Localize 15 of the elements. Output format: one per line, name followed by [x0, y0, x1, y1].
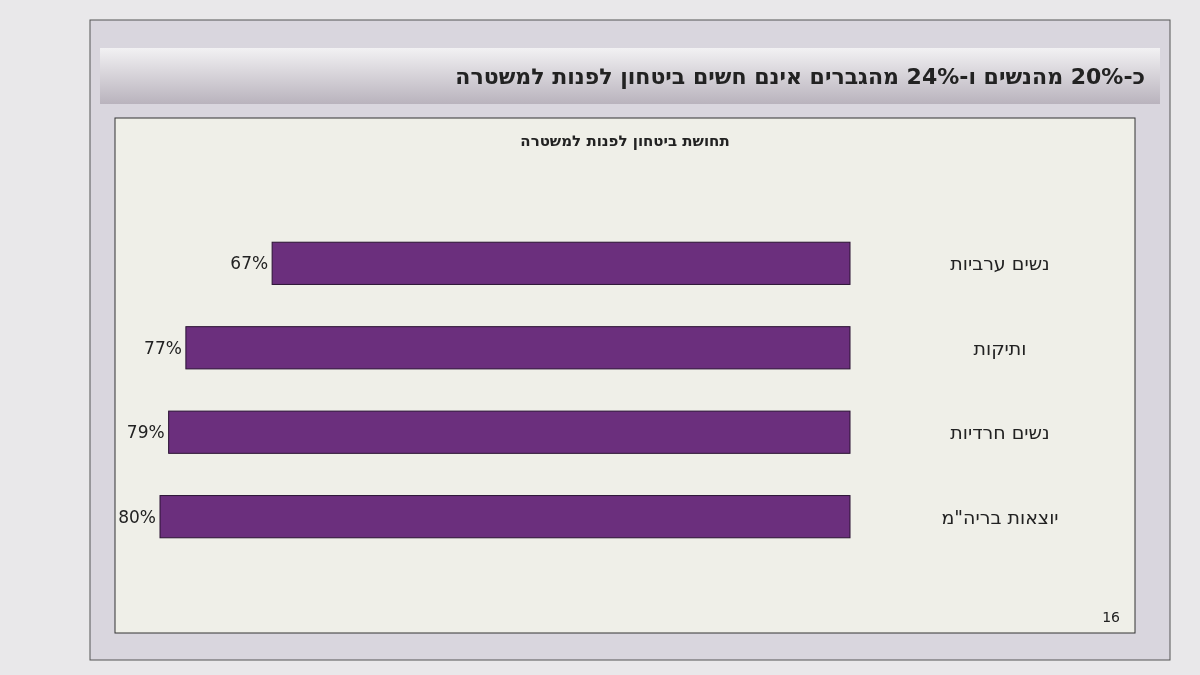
- chart-title: כ-20% מהנשים ו-24% מהגברים אינם חשים ביטחון לפנות למשטרה: [455, 64, 1145, 89]
- data-label: 80%: [118, 506, 156, 527]
- bar: [168, 410, 851, 454]
- chart-subtitle: תחושת ביטחון לפנות למשטרה: [520, 132, 730, 150]
- y-tick-label: יוצאות בריה"מ: [941, 505, 1059, 528]
- y-tick-label: נשים חרדיות: [950, 421, 1050, 444]
- y-tick-label: ותיקות: [973, 336, 1027, 359]
- data-label: 67%: [230, 253, 269, 274]
- bar: [271, 241, 851, 285]
- y-tick-label: נשים ערביות: [950, 252, 1050, 275]
- data-label: 77%: [144, 337, 182, 358]
- data-label: 79%: [126, 422, 165, 443]
- text: 16: [1102, 609, 1121, 625]
- bar: [159, 495, 851, 539]
- bar: [185, 326, 851, 370]
